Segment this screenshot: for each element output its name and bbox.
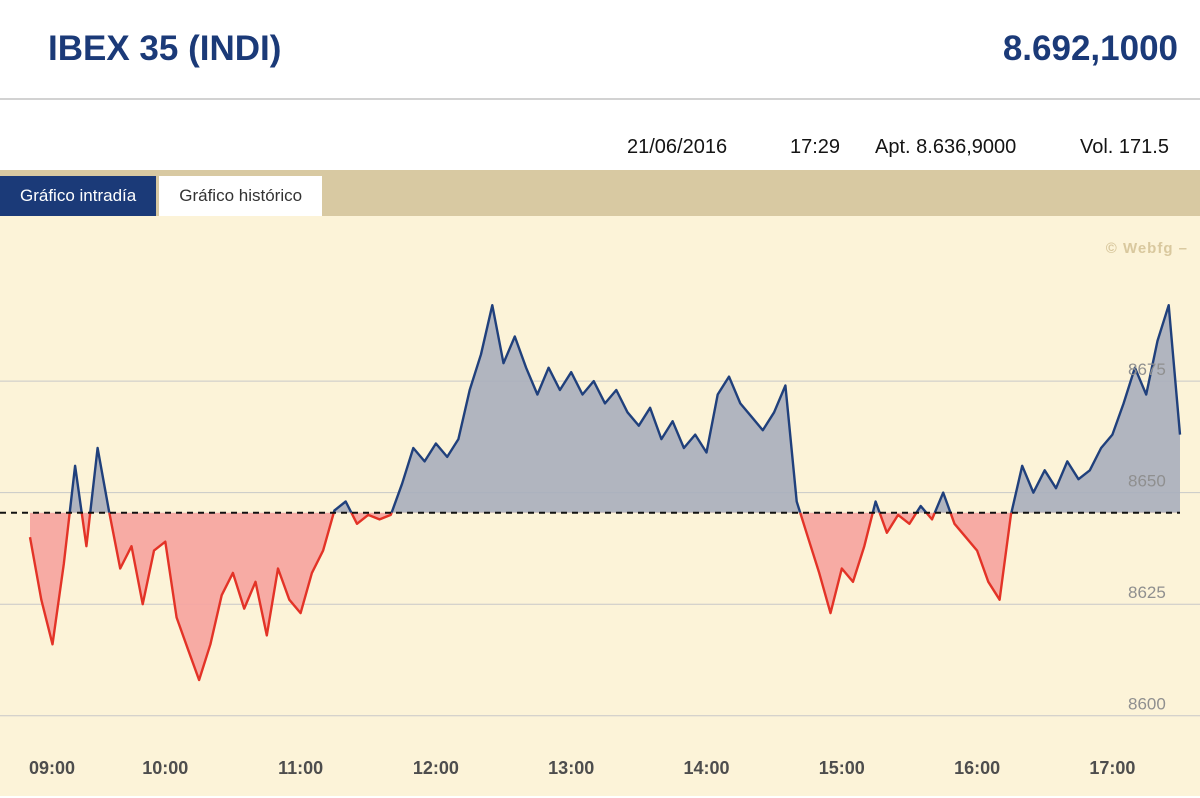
volume-value: 171.5 [1118,136,1169,158]
svg-text:8625: 8625 [1128,583,1166,602]
volume-label: Vol. [1080,136,1114,158]
svg-text:14:00: 14:00 [683,758,729,778]
chart-area: © Webfg – 8600 8625 8650 8675 09:00 10:00 11:0… [0,216,1200,796]
quote-time: 17:29 [790,136,841,158]
quote-date: 21/06/2016 [627,136,728,158]
last-price: 8.692,1000 [1002,29,1178,68]
quote-info-bar: 21/06/2016 17:29 Apt. 8.636,9000 Vol. 17… [0,100,1200,170]
chart-tab-strip: Gráfico intradía Gráfico histórico [0,170,1200,216]
svg-text:16:00: 16:00 [954,758,1000,778]
instrument-title: IBEX 35 (INDI) [48,29,282,68]
quote-header: IBEX 35 (INDI) 8.692,1000 [0,0,1200,100]
tab-intraday-chart[interactable]: Gráfico intradía [0,176,157,216]
svg-text:8675: 8675 [1128,360,1166,379]
svg-text:17:00: 17:00 [1089,758,1135,778]
svg-text:8600: 8600 [1128,695,1166,714]
watermark: © Webfg – [1105,240,1188,257]
svg-text:8650: 8650 [1128,472,1166,491]
svg-text:12:00: 12:00 [413,758,459,778]
intraday-chart: 8600 8625 8650 8675 09:00 10:00 11:00 12:00 13:0… [0,304,1200,778]
open-label: Apt. [875,136,911,158]
svg-text:15:00: 15:00 [819,758,865,778]
svg-text:13:00: 13:00 [548,758,594,778]
volume: Vol. 171.5 [1080,136,1169,159]
open-value: 8.636,9000 [916,136,1017,158]
svg-text:11:00: 11:00 [278,758,323,778]
svg-text:09:00: 09:00 [29,758,75,778]
open-price: Apt. 8.636,9000 [875,136,1016,159]
svg-text:10:00: 10:00 [142,758,188,778]
tab-historical-chart[interactable]: Gráfico histórico [159,176,323,216]
